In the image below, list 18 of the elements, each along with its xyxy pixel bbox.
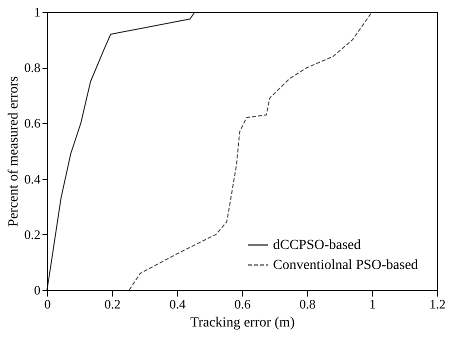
x-tick-label: 0.8 bbox=[299, 296, 316, 312]
x-tick-label: 1.2 bbox=[429, 296, 446, 312]
y-tick-label: 0 bbox=[34, 282, 40, 298]
legend-label: Conventiolnal PSO-based bbox=[273, 258, 418, 273]
y-tick-label: 0.8 bbox=[24, 60, 40, 76]
y-tick-label: 0.4 bbox=[24, 171, 41, 186]
x-tick-label: 0.2 bbox=[104, 296, 121, 312]
line-series bbox=[46, 12, 196, 290]
y-tick-label: 0.2 bbox=[24, 226, 40, 242]
x-tick-label: 0.4 bbox=[169, 296, 186, 312]
y-axis-title: Percent of measured errors bbox=[6, 76, 22, 227]
y-tick-label: 0.6 bbox=[24, 116, 41, 131]
x-tick-label: 0.6 bbox=[234, 296, 252, 312]
x-tick-label: 0 bbox=[44, 296, 51, 312]
legend-label: dCCPSO-based bbox=[273, 238, 361, 253]
x-tick-label: 1 bbox=[369, 296, 376, 312]
x-axis-title: Tracking error (m) bbox=[190, 316, 296, 330]
y-tick-label: 1 bbox=[34, 4, 40, 20]
